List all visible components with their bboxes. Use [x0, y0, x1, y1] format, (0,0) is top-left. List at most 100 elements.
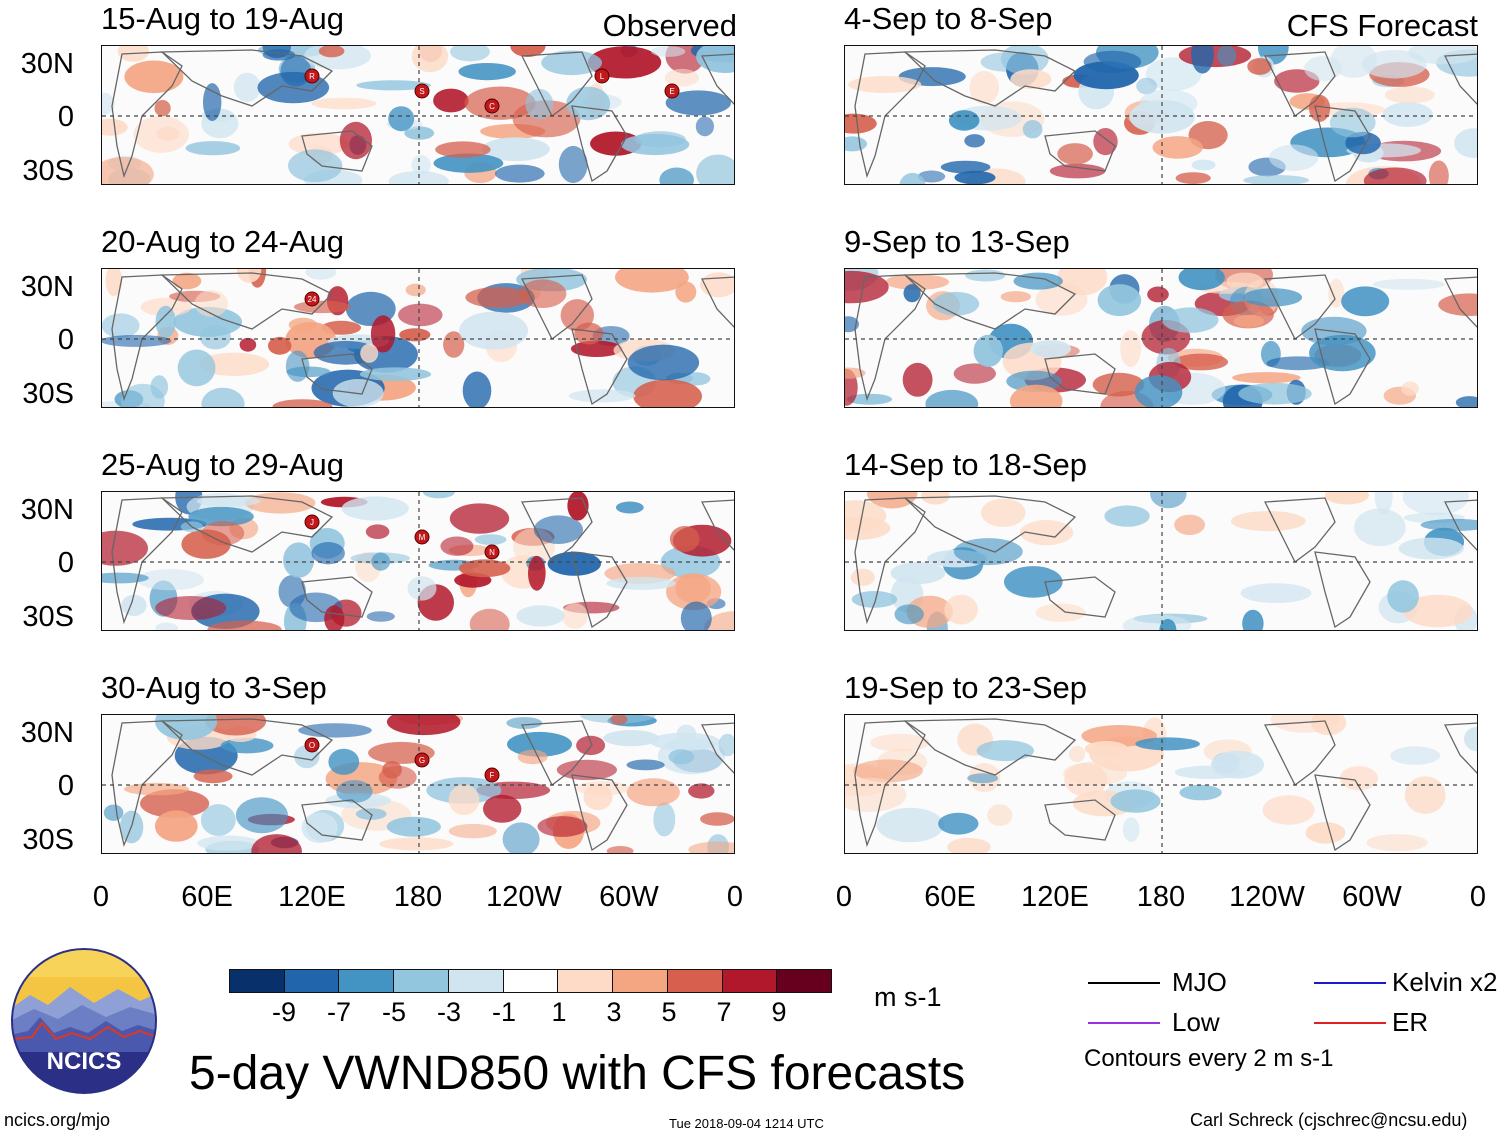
- anomaly-blob: [405, 283, 426, 297]
- storm-marker: C: [484, 98, 500, 114]
- anomaly-blob: [140, 789, 210, 818]
- anomaly-blob: [845, 113, 877, 134]
- anomaly-blob: [301, 812, 338, 843]
- anomaly-blob: [940, 160, 991, 174]
- coastline: [111, 497, 183, 625]
- coastline: [1263, 720, 1336, 786]
- colorbar-label: 5: [661, 997, 677, 1027]
- anomaly-blob: [610, 715, 628, 725]
- coastline: [854, 51, 926, 179]
- anomaly-blob: [283, 542, 315, 578]
- anomaly-blob: [411, 155, 431, 175]
- anomaly-blob: [193, 769, 233, 784]
- coastline: [571, 551, 628, 629]
- anomaly-blob: [1390, 746, 1441, 765]
- anomaly-blob: [365, 524, 390, 539]
- anomaly-blob: [285, 350, 310, 382]
- ncics-logo: NCICS: [11, 948, 157, 1094]
- anomaly-blob: [102, 334, 172, 347]
- anomaly-blob: [606, 846, 634, 853]
- anomaly-blob: [305, 269, 337, 280]
- storm-marker: M: [414, 529, 430, 545]
- anomaly-blob: [653, 802, 676, 837]
- coastline: [1044, 576, 1116, 618]
- anomaly-blob: [199, 352, 270, 376]
- legend-er-line: [1314, 1022, 1386, 1024]
- anomaly-blob: [1238, 382, 1312, 405]
- anomaly-blob: [947, 838, 991, 853]
- colorbar-swatch: [613, 970, 668, 992]
- lon-label-0: 0: [726, 881, 744, 913]
- coastline: [301, 576, 373, 618]
- anomaly-blob: [370, 315, 396, 353]
- anomaly-blob: [188, 506, 254, 527]
- anomaly-blob: [356, 80, 431, 91]
- anomaly-blob: [137, 569, 204, 591]
- anomaly-blob: [1341, 286, 1390, 317]
- coastline: [111, 51, 183, 179]
- anomaly-blob: [688, 783, 715, 799]
- anomaly-blob: [220, 737, 274, 754]
- anomaly-blob: [574, 322, 604, 345]
- anomaly-blob: [1408, 46, 1477, 65]
- anomaly-blob: [976, 740, 1034, 762]
- anomaly-blob: [1311, 715, 1347, 736]
- anomaly-blob: [1354, 508, 1406, 547]
- anomaly-blob: [603, 730, 659, 747]
- lat-label-eq: 0: [57, 770, 74, 802]
- anomaly-blob: [359, 367, 432, 381]
- panel-title-fc-1: 4-Sep to 8-Sep: [844, 1, 1053, 36]
- footer-url[interactable]: ncics.org/mjo: [4, 1110, 111, 1130]
- anomaly-blob: [203, 83, 222, 122]
- coastline: [1314, 105, 1371, 183]
- panel-title-fc-4: 19-Sep to 23-Sep: [844, 670, 1088, 705]
- coastline: [301, 799, 373, 841]
- anomaly-blob: [194, 290, 229, 317]
- anomaly-blob: [1150, 492, 1187, 509]
- anomaly-blob: [233, 72, 261, 102]
- colorbar-label: 9: [771, 997, 787, 1027]
- lon-label-60w: 60W: [1342, 881, 1402, 913]
- anomaly-blob: [525, 88, 554, 120]
- anomaly-blob: [1211, 750, 1264, 779]
- anomaly-blob: [866, 492, 918, 509]
- anomaly-blob: [474, 534, 507, 545]
- anomaly-blob: [435, 141, 491, 158]
- footer-timestamp: Tue 2018-09-04 1214 UTC: [669, 1116, 824, 1131]
- coastline: [1443, 499, 1477, 551]
- anomaly-blob: [1345, 131, 1381, 155]
- coastline: [160, 272, 334, 330]
- anomaly-blob: [371, 552, 391, 571]
- coastline: [571, 774, 628, 852]
- anomaly-blob: [528, 555, 546, 591]
- coastline: [1443, 53, 1477, 105]
- anomaly-blob: [1366, 834, 1428, 852]
- lat-label-30s: 30S: [22, 601, 74, 633]
- anomaly-blob: [845, 777, 907, 813]
- anomaly-blob: [516, 605, 565, 627]
- anomaly-blob: [433, 153, 504, 173]
- anomaly-blob: [407, 576, 437, 601]
- anomaly-blob: [196, 495, 261, 507]
- anomaly-blob: [1173, 353, 1228, 371]
- anomaly-blob: [650, 732, 721, 751]
- anomaly-blob: [458, 559, 511, 578]
- coastline: [854, 720, 926, 848]
- anomaly-blob: [894, 604, 924, 625]
- storm-marker: E: [664, 83, 680, 99]
- map-canvas: [845, 492, 1477, 630]
- lat-label-30n: 30N: [20, 48, 74, 80]
- anomaly-blob: [1404, 776, 1446, 814]
- anomaly-blob: [433, 88, 469, 113]
- anomaly-blob: [1372, 278, 1446, 290]
- anomaly-blob: [318, 46, 345, 58]
- anomaly-blob: [1178, 269, 1225, 291]
- anomaly-blob: [902, 362, 933, 397]
- anomaly-blob: [1305, 822, 1346, 844]
- anomaly-blob: [236, 269, 262, 283]
- anomaly-blob: [311, 97, 377, 110]
- anomaly-blob: [846, 393, 893, 405]
- anomaly-blob: [583, 783, 613, 811]
- anomaly-blob: [411, 46, 449, 73]
- anomaly-blob: [102, 92, 115, 115]
